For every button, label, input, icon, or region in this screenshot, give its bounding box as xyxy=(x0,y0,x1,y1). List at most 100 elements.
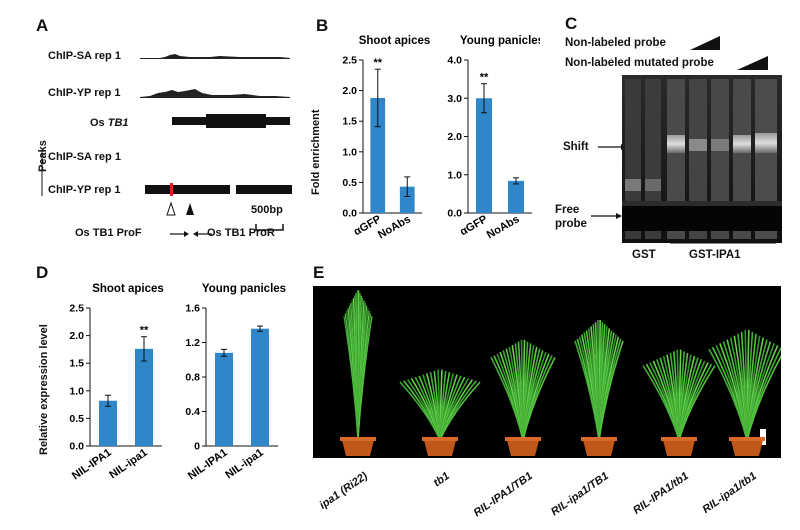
gel-lane-5 xyxy=(711,79,729,239)
probe-label-1: Non-labeled probe xyxy=(565,37,666,49)
triangle-filled xyxy=(186,203,194,215)
panel-a-letter: A xyxy=(36,16,49,35)
gst-label: GST xyxy=(632,249,656,261)
y-tick-label: 2.5 xyxy=(342,55,357,67)
chip-yp-signal-track xyxy=(140,89,290,98)
x-category-label: NIL-IPA1 xyxy=(186,447,230,483)
primer-r-arrowhead xyxy=(193,231,198,237)
triangle-open xyxy=(166,201,176,216)
chart-title: Shoot apices xyxy=(92,283,164,295)
gel-lane-7 xyxy=(755,79,777,239)
scale-label: 500bp xyxy=(251,204,283,216)
primer-r-label: Os TB1 ProR xyxy=(207,227,275,239)
y-tick-label: 1.0 xyxy=(342,146,357,158)
gel-lane-2 xyxy=(645,79,661,239)
gene-exon-1 xyxy=(172,117,206,125)
chart-title: Young panicles xyxy=(460,35,540,47)
peak-bar-right xyxy=(236,185,292,194)
y-tick-label: 2.0 xyxy=(69,330,84,342)
peak-bar-main xyxy=(145,185,230,194)
plant xyxy=(574,320,624,456)
gene-exon-3 xyxy=(266,117,290,125)
scale-bar xyxy=(255,224,284,231)
significance-mark: ** xyxy=(140,325,149,337)
peak-red-mark xyxy=(170,183,173,196)
y-tick-label: 1.0 xyxy=(69,385,84,397)
free-probe-glow xyxy=(622,201,782,206)
y-tick-label: 0.0 xyxy=(447,208,462,220)
significance-mark: ** xyxy=(373,57,382,69)
flower-pot xyxy=(507,440,539,456)
probe-label-2: Non-labeled mutated probe xyxy=(565,57,714,69)
chart-d-panicle: Young panicles 0 0.4 0.8 1.2 1.6 NIL-IPA1NIL-i… xyxy=(185,283,286,483)
probe-wedge-2 xyxy=(737,56,768,70)
y-tick-label: 0.8 xyxy=(185,372,200,384)
flower-pot xyxy=(424,440,456,456)
track-label-chip-sa: ChIP-SA rep 1 xyxy=(48,50,121,62)
free-label: Free xyxy=(555,204,580,216)
y-tick-label: 0.4 xyxy=(185,406,200,418)
gene-label-italic: TB1 xyxy=(107,117,129,129)
gene-label: Os TB1 xyxy=(90,117,129,129)
y-tick-label: 1.0 xyxy=(447,169,462,181)
y-tick-label: 0.5 xyxy=(69,413,84,425)
shift-label: Shift xyxy=(563,141,589,153)
pot-rim xyxy=(505,437,541,441)
panel-b-letter: B xyxy=(316,16,329,35)
gel-lane-6 xyxy=(733,79,751,239)
chart-title: Young panicles xyxy=(202,283,286,295)
x-category-label: NIL-ipa1 xyxy=(107,447,149,482)
x-category-label: NIL-ipa1 xyxy=(223,447,265,482)
track-label-chip-yp: ChIP-YP rep 1 xyxy=(48,87,121,99)
y-tick-label: 2.0 xyxy=(447,131,462,143)
pot-rim xyxy=(581,437,617,441)
flower-pot xyxy=(583,440,615,456)
gene-label-prefix: Os xyxy=(90,117,108,129)
peak-label-chip-yp: ChIP-YP rep 1 xyxy=(48,184,121,196)
gene-exon-2 xyxy=(206,114,266,128)
pot-rim xyxy=(729,437,765,441)
plant xyxy=(490,339,556,456)
gel-lane-1 xyxy=(625,79,641,239)
shift-band-4 xyxy=(689,139,707,151)
y-tick-label: 0.5 xyxy=(342,177,357,189)
peak-label-chip-sa: ChIP-SA rep 1 xyxy=(48,151,121,163)
bar xyxy=(399,186,415,213)
gel-bands xyxy=(622,75,782,243)
y-tick-label: 2.5 xyxy=(69,303,84,315)
panel-d-letter: D xyxy=(36,263,49,282)
chart-d-shoot: Shoot apices0.00.51.01.52.02.5NIL-IPA1**… xyxy=(69,283,164,482)
shift-band-6 xyxy=(733,135,751,153)
y-tick-label: 1.6 xyxy=(185,303,200,315)
bar xyxy=(370,97,386,213)
pot-rim xyxy=(340,437,376,441)
y-tick-label: 0 xyxy=(194,441,200,453)
significance-mark: ** xyxy=(480,72,489,84)
gst-ipa1-label: GST-IPA1 xyxy=(689,249,741,261)
y-tick-label: 2.0 xyxy=(342,85,357,97)
chip-sa-signal-track xyxy=(140,54,290,59)
mid-smear-2 xyxy=(645,179,661,191)
plant xyxy=(642,349,716,456)
plant xyxy=(399,369,481,456)
flower-pot xyxy=(342,440,374,456)
plant xyxy=(708,329,781,456)
gel-lane-4 xyxy=(689,79,707,239)
shift-band-3 xyxy=(667,135,685,153)
mid-smear-1 xyxy=(625,179,641,191)
bar xyxy=(508,180,524,213)
primer-f-label: Os TB1 ProF xyxy=(75,227,142,239)
bar xyxy=(251,328,269,446)
pot-rim xyxy=(422,437,458,441)
flower-pot xyxy=(731,440,763,456)
plant-photo xyxy=(313,286,781,458)
gel-lane-3 xyxy=(667,79,685,239)
bar xyxy=(99,400,117,446)
free-probe-band xyxy=(622,205,782,231)
y-tick-label: 0.0 xyxy=(342,208,357,220)
y-tick-label: 1.5 xyxy=(342,116,357,128)
